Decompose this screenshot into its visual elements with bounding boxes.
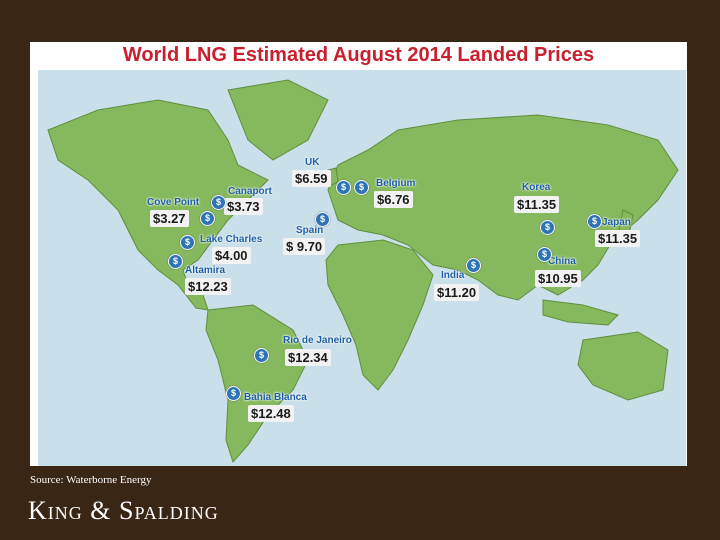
dollar-pin-icon: $ (354, 180, 369, 195)
price-belgium: $6.76 (374, 191, 413, 208)
location-label-bahia-blanca: Bahia Blanca (244, 392, 307, 403)
brand-logo: King & Spalding (28, 496, 219, 525)
location-label-japan: Japan (602, 217, 631, 228)
australia-landmass (577, 331, 669, 401)
dollar-pin-icon: $ (226, 386, 241, 401)
location-label-korea: Korea (522, 182, 551, 193)
north-america-landmass (47, 99, 269, 311)
dollar-pin-icon: $ (315, 212, 330, 227)
left-margin (30, 70, 38, 466)
dollar-pin-icon: $ (336, 180, 351, 195)
dollar-pin-icon: $ (540, 220, 555, 235)
price-china: $10.95 (535, 270, 581, 287)
south-america-landmass (205, 304, 309, 463)
location-label-india: India (441, 270, 465, 281)
greenland-landmass (227, 79, 329, 161)
price-japan: $11.35 (595, 230, 641, 247)
world-map (38, 70, 686, 466)
location-label-lake-charles: Lake Charles (200, 234, 263, 245)
price-altamira: $12.23 (185, 278, 231, 295)
price-rio-de-janeiro: $12.34 (285, 349, 331, 366)
page-title: World LNG Estimated August 2014 Landed P… (122, 44, 595, 66)
dollar-pin-icon: $ (180, 235, 195, 250)
price-spain: $ 9.70 (283, 238, 326, 255)
price-bahia-blanca: $12.48 (248, 405, 294, 422)
location-label-cove-point: Cove Point (147, 197, 200, 208)
price-lake-charles: $4.00 (212, 247, 251, 264)
southeast-asia-landmass (542, 299, 619, 326)
location-label-canaport: Canaport (228, 186, 272, 197)
location-label-spain: Spain (296, 225, 324, 236)
dollar-pin-icon: $ (537, 247, 552, 262)
location-label-altamira: Altamira (185, 265, 226, 276)
location-label-uk: UK (305, 157, 320, 168)
location-label-belgium: Belgium (376, 178, 416, 189)
dollar-pin-icon: $ (200, 211, 215, 226)
dollar-pin-icon: $ (168, 254, 183, 269)
source-note: Source: Waterborne Energy (30, 474, 152, 486)
location-label-rio-de-janeiro: Rio de Janeiro (283, 335, 352, 346)
price-india: $11.20 (434, 284, 480, 301)
location-label-china: China (548, 256, 576, 267)
eurasia-landmass (327, 114, 679, 301)
price-korea: $11.35 (514, 196, 560, 213)
dollar-pin-icon: $ (254, 348, 269, 363)
price-uk: $6.59 (292, 170, 331, 187)
dollar-pin-icon: $ (466, 258, 481, 273)
africa-landmass (325, 239, 434, 391)
price-cove-point: $3.27 (150, 210, 189, 227)
dollar-pin-icon: $ (587, 214, 602, 229)
price-canaport: $3.73 (224, 198, 263, 215)
world-map-graphic (47, 79, 679, 463)
dollar-pin-icon: $ (211, 195, 226, 210)
